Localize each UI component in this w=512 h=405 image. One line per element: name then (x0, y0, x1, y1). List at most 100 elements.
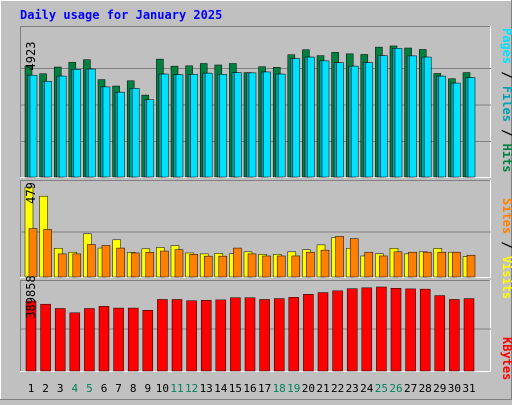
x-tick-label: 14 (214, 382, 228, 395)
bar-kbytes (157, 299, 168, 372)
bar-sites (57, 253, 67, 278)
bar-sites (101, 245, 111, 278)
bar-pages (102, 86, 111, 178)
legend-sep-1: / (500, 64, 512, 86)
bar-kbytes (127, 307, 139, 372)
bar-sites (437, 251, 447, 278)
x-tick-label: 12 (185, 382, 198, 395)
x-tick-label: 23 (346, 382, 359, 395)
legend-sep-3: / (500, 234, 512, 256)
bar-kbytes (463, 298, 475, 372)
bar-pages (336, 62, 344, 178)
x-tick-label: 21 (316, 382, 329, 395)
bar-sites (174, 249, 184, 278)
legend-visits: Visits (500, 256, 512, 299)
x-tick-label: 9 (144, 382, 151, 395)
chart-title: Daily usage for January 2025 (20, 8, 222, 22)
bar-sites (320, 249, 330, 278)
bar-sites (335, 236, 344, 278)
bar-pages (58, 75, 67, 178)
x-tick-label: 8 (130, 382, 137, 395)
bar-kbytes (449, 299, 460, 372)
bar-kbytes (171, 299, 183, 372)
bar-sites (72, 253, 82, 278)
y-max-label-visits: 479 (24, 182, 38, 204)
bar-pages (292, 58, 301, 178)
bar-sites (349, 238, 359, 278)
legend-files: Files (500, 86, 512, 122)
x-tick-label: 15 (229, 382, 242, 395)
bar-pages (453, 82, 461, 178)
x-tick-label: 20 (302, 382, 315, 395)
bar-pages (423, 56, 432, 178)
bar-sites (291, 255, 301, 278)
bar-kbytes (303, 294, 314, 372)
bar-kbytes (25, 300, 37, 372)
bar-pages (190, 74, 198, 178)
bar-pages (161, 73, 169, 178)
x-tick-label: 6 (101, 382, 108, 395)
bar-kbytes (84, 308, 95, 372)
bar-sites (189, 254, 198, 278)
bar-pages (73, 69, 82, 178)
y-max-label-hits: 4923 (24, 42, 38, 71)
bar-sites (116, 247, 125, 278)
bar-pages (88, 68, 96, 178)
bar-sites (247, 253, 257, 278)
bar-pages (307, 56, 315, 178)
bar-sites (408, 251, 417, 278)
bar-pages (321, 60, 330, 178)
bar-pages (277, 73, 286, 178)
bar-pages (146, 99, 155, 178)
x-tick-label: 17 (258, 382, 271, 395)
x-tick-label: 7 (115, 382, 122, 395)
bar-sites (145, 252, 155, 278)
bar-pages (380, 55, 388, 178)
bar-sites (422, 251, 432, 278)
bar-sites (466, 254, 476, 278)
bar-kbytes (259, 299, 270, 372)
bar-pages (438, 75, 447, 178)
x-tick-label: 26 (389, 382, 402, 395)
bar-kbytes (54, 308, 66, 372)
legend-sites-visits: Sites / Visits (500, 198, 512, 299)
bar-sites (43, 229, 52, 278)
legend-sep-2: / (500, 122, 512, 144)
x-tick-label: 4 (71, 382, 78, 395)
legend-kbytes: KBytes (500, 337, 512, 380)
x-tick-label: 11 (170, 382, 183, 395)
x-tick-label: 13 (200, 382, 213, 395)
panel-hits-files-pages (20, 26, 491, 178)
bar-kbytes (230, 297, 241, 372)
bar-kbytes (215, 299, 227, 372)
x-tick-label: 25 (375, 382, 388, 395)
bar-kbytes (40, 303, 51, 372)
bar-sites (452, 251, 461, 278)
legend-sites: Sites (500, 198, 512, 234)
x-tick-label: 1 (28, 382, 35, 395)
bar-kbytes (434, 295, 446, 372)
bar-sites (28, 228, 38, 278)
x-tick-label: 22 (331, 382, 344, 395)
x-tick-label: 10 (156, 382, 169, 395)
bar-kbytes (98, 306, 110, 372)
x-tick-label: 5 (86, 382, 93, 395)
bar-sites (233, 247, 242, 278)
bar-pages (219, 74, 228, 178)
x-tick-label: 31 (462, 382, 475, 395)
x-tick-label: 28 (419, 382, 432, 395)
bar-sites (262, 255, 271, 278)
bar-kbytes (361, 287, 373, 372)
bar-kbytes (346, 288, 358, 372)
bar-sites (306, 251, 315, 278)
bar-sites (393, 251, 403, 278)
x-tick-label: 30 (448, 382, 461, 395)
bar-kbytes (376, 286, 387, 372)
legend-hits: Hits (500, 144, 512, 173)
bar-pages (365, 62, 374, 178)
bar-kbytes (332, 290, 343, 372)
bar-pages (409, 55, 417, 178)
bar-kbytes (113, 307, 124, 372)
bar-kbytes (142, 309, 154, 372)
